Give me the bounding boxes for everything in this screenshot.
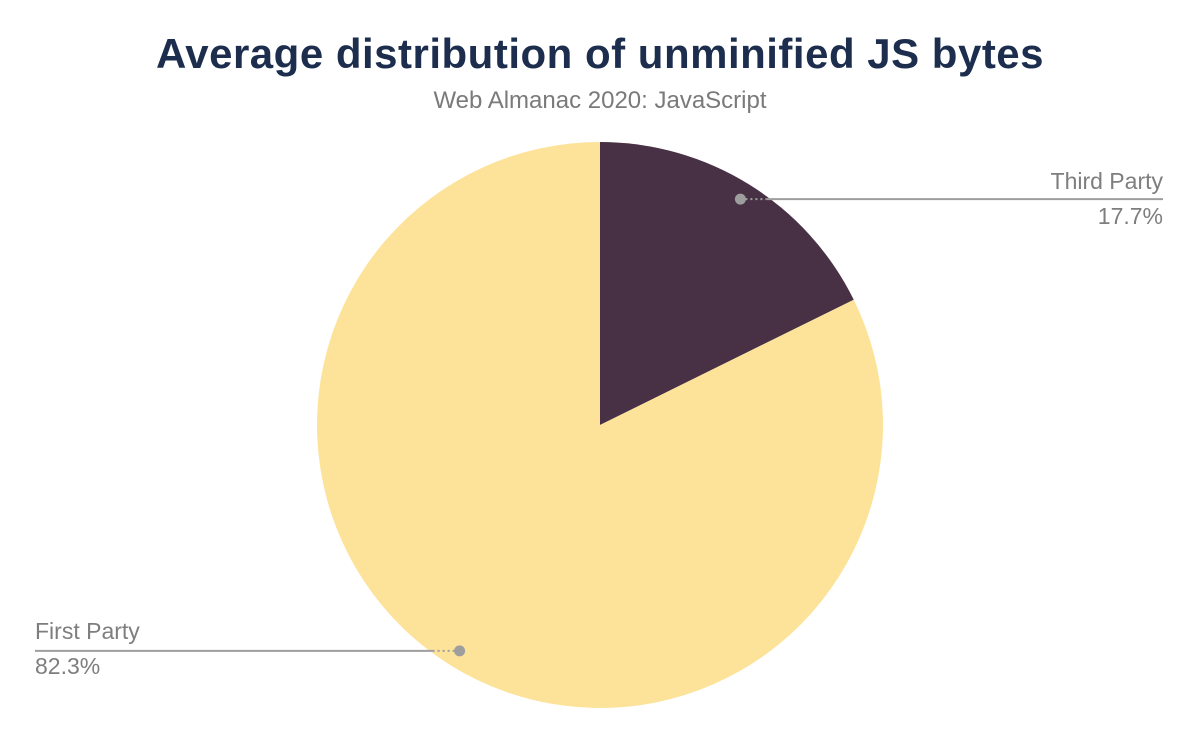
- leader-dot-third-party: [734, 193, 746, 205]
- leader-dot-first-party: [454, 645, 466, 657]
- slice-label-first-party: First Party: [35, 618, 140, 644]
- slice-label-third-party: Third Party: [1050, 168, 1163, 194]
- pie-slice-first-party: [317, 142, 884, 708]
- slice-value-first-party: 82.3%: [35, 653, 101, 679]
- pie-slice-third-party: [600, 142, 854, 425]
- slice-value-third-party: 17.7%: [1097, 203, 1163, 229]
- slice-callout-first-party: First Party 82.3%: [35, 618, 140, 680]
- chart-subtitle: Web Almanac 2020: JavaScript: [433, 87, 767, 114]
- chart-title: Average distribution of unminified JS by…: [155, 30, 1045, 77]
- slice-callout-third-party: Third Party 17.7%: [1051, 168, 1163, 230]
